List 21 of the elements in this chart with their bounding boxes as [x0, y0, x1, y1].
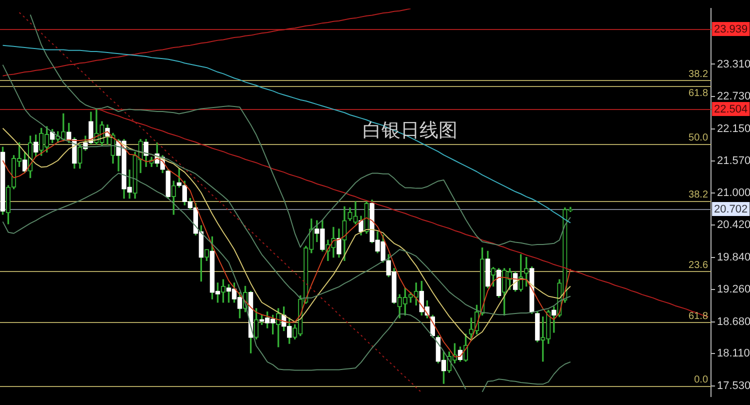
annotation: 0.0 [694, 374, 708, 386]
annotation: 61.8 [688, 88, 708, 100]
ref-line-label: 22.504 [714, 104, 748, 116]
annotation: 50.0 [688, 132, 708, 144]
y-tick-label: 17.530 [717, 380, 750, 392]
y-tick-label: 19.840 [717, 251, 750, 264]
annotation: 38.2 [688, 189, 708, 200]
y-tick-label: 18.110 [717, 348, 750, 360]
y-tick-label: 21.570 [717, 155, 750, 168]
y-tick-label: 18.680 [717, 316, 750, 328]
ref-line-label: 20.702 [714, 204, 748, 216]
y-tick-label: 20.420 [717, 219, 750, 232]
annotation: 38.2 [688, 69, 708, 80]
y-tick-label: 19.260 [717, 284, 750, 296]
y-tick-label: 21.000 [717, 186, 750, 199]
y-tick-label: 22.730 [717, 90, 750, 103]
annotation: 61.8 [688, 311, 708, 322]
ref-line-label: 23.939 [714, 24, 748, 36]
y-tick-label: 22.150 [717, 122, 750, 135]
y-tick-label: 23.310 [717, 58, 750, 70]
annotation: 23.6 [688, 260, 708, 271]
